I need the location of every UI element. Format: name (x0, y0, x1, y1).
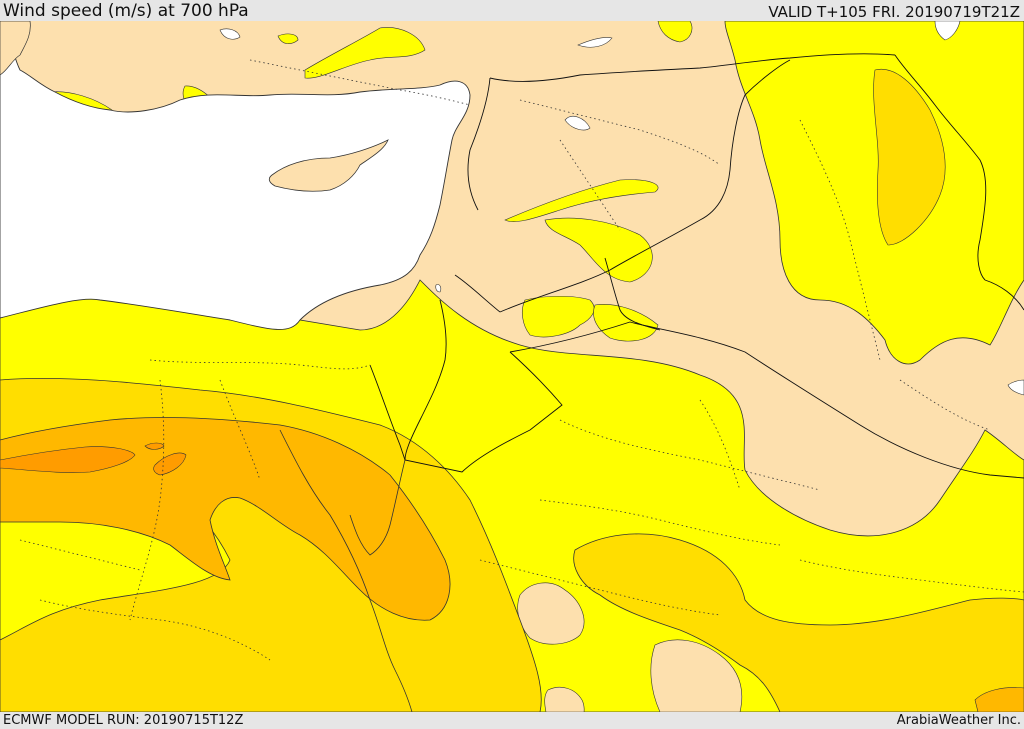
weather-map (0, 21, 1024, 712)
model-run: ECMWF MODEL RUN: 20190715T12Z (3, 713, 244, 728)
wind-patch-10 (277, 33, 299, 44)
island-2 (577, 37, 613, 48)
island-1 (219, 28, 241, 40)
dead-sea (435, 284, 442, 293)
credit: ArabiaWeather Inc. (896, 713, 1021, 728)
cyprus (268, 139, 389, 192)
wind-band-dark-orange (0, 446, 136, 473)
wind-patch-5 (504, 179, 659, 222)
wind-patch-8 (593, 304, 659, 342)
wind-patch-7 (521, 295, 595, 338)
wind-patch-6 (544, 217, 653, 283)
calm-patch-5 (544, 687, 585, 712)
wind-band-dark-orange-2 (153, 452, 187, 476)
map-title: Wind speed (m/s) at 700 hPa (3, 1, 249, 21)
wind-band-gold-se-corner (974, 687, 1024, 712)
header-bar: Wind speed (m/s) at 700 hPa VALID T+105 … (0, 0, 1024, 21)
lake-1 (564, 116, 591, 131)
wind-band-orange (0, 417, 451, 621)
footer-bar: ECMWF MODEL RUN: 20190715T12Z ArabiaWeat… (0, 712, 1024, 729)
wind-band-yellow-ne (724, 21, 1024, 365)
calm-patch-4 (650, 639, 743, 712)
province-borders (19, 59, 1024, 661)
mediterranean-sea (0, 21, 471, 330)
sinai-coast (349, 459, 406, 556)
gulf-coast (1007, 379, 1024, 396)
country-borders (369, 53, 1024, 479)
aegean-coast (0, 21, 31, 76)
red-sea-contour (279, 429, 413, 712)
valid-time: VALID T+105 FRI. 20190719T21Z (768, 3, 1020, 21)
wind-patch-9 (657, 21, 693, 43)
wind-patch-4 (304, 27, 426, 79)
wind-band-gold-ne (873, 68, 946, 246)
wind-band-dark-orange-3 (144, 442, 165, 450)
caspian-edge (934, 21, 961, 41)
wind-band-gold-se (573, 533, 1024, 712)
